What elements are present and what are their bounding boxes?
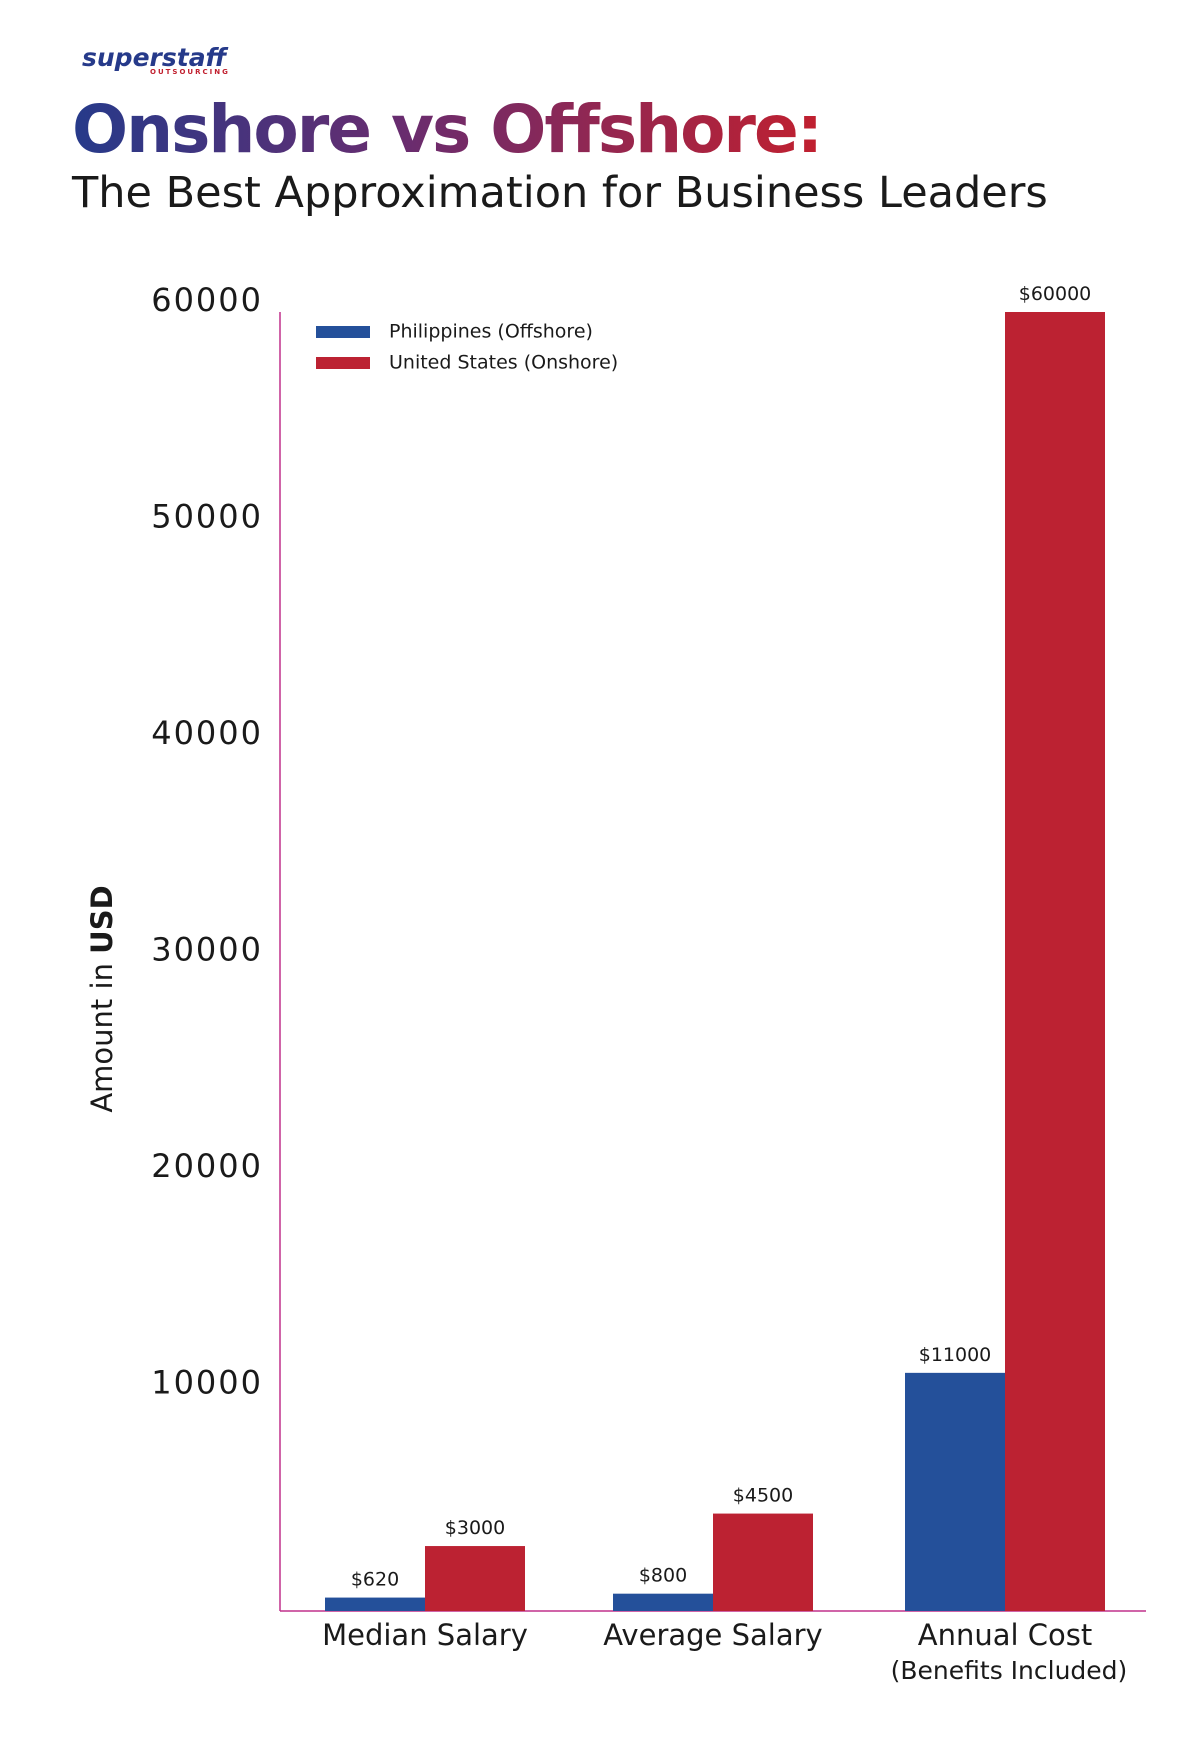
legend-label: Philippines (Offshore)	[389, 321, 593, 343]
y-tick-label: 50000	[151, 498, 263, 536]
bar	[325, 1597, 425, 1611]
logo-brand: superstaff	[82, 43, 229, 72]
value-label: $620	[351, 1569, 399, 1591]
y-tick-label: 60000	[151, 281, 263, 319]
y-tick-label: 10000	[151, 1364, 263, 1402]
legend-swatch	[316, 357, 370, 369]
x-tick-label: Annual Cost (Benefits Included)	[883, 1618, 1128, 1685]
bar	[425, 1546, 525, 1611]
value-label: $4500	[733, 1485, 793, 1507]
y-tick-label: 40000	[151, 714, 263, 752]
x-tick-label: Average Salary	[603, 1618, 822, 1652]
bar	[905, 1372, 1005, 1611]
x-tick-line: (Benefits Included)	[883, 1656, 1128, 1685]
y-tick-label: 20000	[151, 1147, 263, 1185]
value-label: $11000	[919, 1344, 992, 1366]
legend-swatch	[316, 326, 370, 338]
y-tick-label: 30000	[151, 931, 263, 969]
value-label: $800	[639, 1565, 687, 1587]
bar	[713, 1513, 813, 1611]
x-tick-label: Median Salary	[322, 1618, 528, 1652]
chart-title: Onshore vs Offshore:	[72, 91, 821, 168]
bar	[1005, 312, 1105, 1611]
y-label-unit: USD	[85, 885, 119, 954]
x-tick-line: Annual Cost	[918, 1618, 1093, 1652]
y-axis-label: Amount in USD	[85, 885, 119, 1112]
value-label: $60000	[1019, 283, 1092, 305]
y-label-text: Amount in	[85, 963, 119, 1113]
logo-tagline: OUTSOURCING	[150, 68, 230, 76]
value-label: $3000	[445, 1517, 505, 1539]
chart-subtitle: The Best Approximation for Business Lead…	[71, 168, 1048, 218]
legend-label: United States (Onshore)	[389, 352, 618, 374]
bar	[613, 1593, 713, 1611]
